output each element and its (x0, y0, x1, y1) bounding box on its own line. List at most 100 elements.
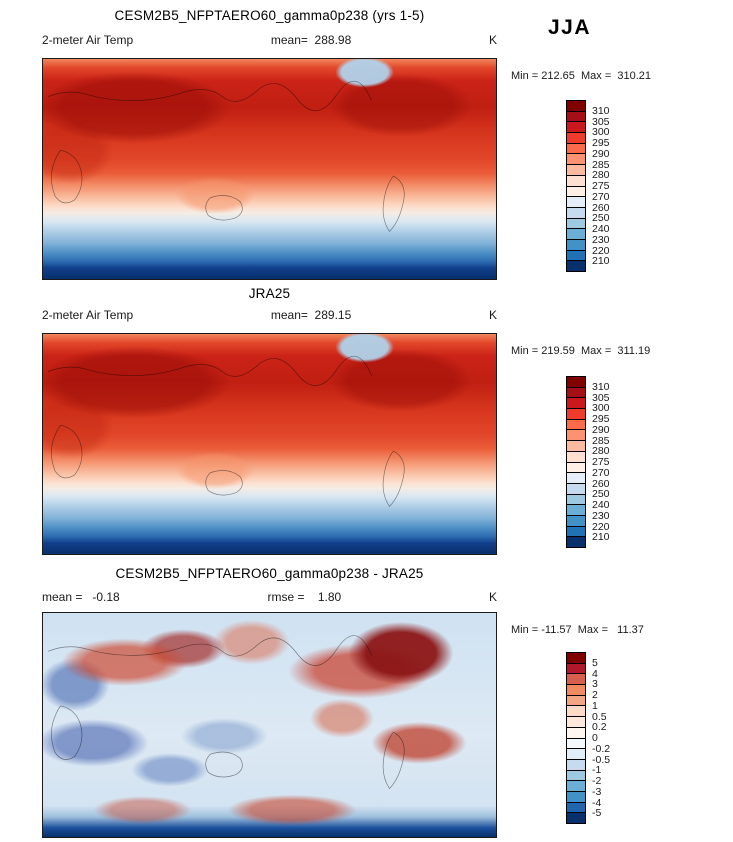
season-label: JJA (548, 16, 592, 39)
colorbar-segment (567, 142, 585, 154)
colorbar-segment (567, 408, 585, 419)
colorbar-segment (567, 482, 585, 494)
colorbar-segment (567, 812, 585, 823)
colorbar-segments (566, 652, 586, 824)
mean-value: mean= 288.98 (270, 33, 352, 47)
colorbar-segment (567, 653, 585, 663)
panel-title-reference: JRA25 (248, 286, 291, 301)
colorbar-segment (567, 726, 585, 738)
colorbar-segment (567, 418, 585, 430)
colorbar-segment (567, 153, 585, 165)
colorbar-tick-label: 310 (592, 104, 610, 117)
colorbar-tick-label: -1 (592, 764, 602, 777)
colorbar-tick-label: 230 (592, 509, 610, 522)
colorbar-segment (567, 440, 585, 451)
colorbar-segment (567, 673, 585, 685)
colorbar-tick-label: 2 (592, 689, 598, 701)
colorbar-segment (567, 694, 585, 706)
colorbar-segment (567, 737, 585, 749)
colorbar-segment (567, 196, 585, 207)
colorbar-tick-label: 275 (592, 456, 610, 468)
colorbar-segment (567, 429, 585, 441)
colorbar-model: 310 305 300 295 290 285 280 275 270 260 250 240 230 2… (566, 100, 636, 272)
colorbar-tick-labels: 310 305 300 295 290 285 280 275 270 260 250 240 230 2… (592, 376, 636, 548)
colorbar-tick-label: 270 (592, 466, 610, 479)
colorbar-tick-label: -0.2 (592, 742, 611, 755)
colorbar-tick-label: 290 (592, 147, 610, 160)
colorbar-tick-label: 290 (592, 423, 610, 436)
map-difference (42, 612, 497, 838)
minmax-difference: Min = -11.57 Max = 11.37 (511, 624, 644, 636)
colorbar-segment (567, 662, 585, 674)
colorbar-tick-label: 210 (592, 531, 610, 544)
colorbar-tick-label: 0.2 (592, 721, 607, 734)
colorbar-segment (567, 536, 585, 547)
colorbar-tick-label: 280 (592, 445, 610, 458)
coastlines-overlay (47, 635, 405, 790)
colorbar-tick-label: 0 (592, 732, 598, 744)
colorbar-tick-label: 295 (592, 413, 610, 425)
colorbar-tick-label: 0.5 (592, 710, 607, 723)
colorbar-reference: 310 305 300 295 290 285 280 275 270 260 250 240 230 2… (566, 376, 636, 548)
colorbar-tick-label: -5 (592, 807, 602, 820)
colorbar-segment (567, 206, 585, 218)
colorbar-segment (567, 493, 585, 505)
colorbar-segments (566, 100, 586, 272)
colorbar-tick-label: 295 (592, 137, 610, 149)
colorbar-tick-label: 240 (592, 223, 610, 235)
colorbar-tick-label: -2 (592, 775, 602, 787)
colorbar-tick-label: 280 (592, 169, 610, 182)
colorbar-segment (567, 174, 585, 186)
colorbar-segment (567, 504, 585, 515)
colorbar-tick-label: 260 (592, 201, 610, 214)
colorbar-tick-label: 230 (592, 233, 610, 246)
colorbar-tick-label: 300 (592, 402, 610, 415)
colorbar-tick-label: 5 (592, 656, 598, 669)
colorbar-tick-label: -0.5 (592, 753, 611, 766)
colorbar-segment (567, 110, 585, 122)
colorbar-tick-label: 3 (592, 678, 598, 691)
coastlines-overlay (47, 355, 405, 507)
colorbar-segment (567, 377, 585, 387)
colorbar-tick-label: 4 (592, 667, 598, 680)
colorbar-segment (567, 238, 585, 250)
colorbar-segment (567, 397, 585, 409)
mean-value: mean = -0.18 (42, 590, 120, 604)
variable-label: 2-meter Air Temp (42, 308, 134, 322)
colorbar-tick-label: 270 (592, 190, 610, 203)
colorbar-segment (567, 185, 585, 197)
colorbar-segment (567, 260, 585, 271)
colorbar-segment (567, 164, 585, 175)
subtitle-row-difference: mean = -0.18 rmse = 1.80 K (42, 590, 497, 604)
colorbar-segments (566, 376, 586, 548)
minmax-reference: Min = 219.59 Max = 311.19 (511, 345, 651, 357)
colorbar-tick-label: 275 (592, 180, 610, 192)
colorbar-tick-label: 305 (592, 115, 610, 128)
map-reference (42, 333, 497, 555)
colorbar-segment (567, 790, 585, 802)
colorbar-tick-label: 1 (592, 699, 598, 712)
colorbar-segment (567, 450, 585, 462)
colorbar-segment (567, 514, 585, 526)
colorbar-segment (567, 386, 585, 398)
panel-title-difference: CESM2B5_NFPTAERO60_gamma0p238 - JRA25 (115, 566, 424, 581)
colorbar-segment (567, 769, 585, 781)
colorbar-tick-labels: 5 4 3 2 1 0.5 0.2 0 -0.2 -0.5 -1 -2 -3 -4 -5 (592, 652, 636, 824)
subtitle-row-model: 2-meter Air Temp mean= 288.98 K (42, 33, 497, 47)
colorbar-segment (567, 121, 585, 133)
rmse-value: rmse = 1.80 (267, 590, 342, 604)
colorbar-segment (567, 801, 585, 813)
colorbar-segment (567, 716, 585, 727)
units-label: K (488, 308, 497, 322)
colorbar-tick-label: 305 (592, 391, 610, 404)
mean-value: mean= 289.15 (270, 308, 352, 322)
colorbar-tick-label: -3 (592, 785, 602, 798)
colorbar-segment (567, 758, 585, 770)
colorbar-tick-label: 240 (592, 499, 610, 511)
colorbar-tick-label: 220 (592, 244, 610, 257)
colorbar-tick-label: 310 (592, 380, 610, 393)
colorbar-segment (567, 217, 585, 229)
colorbar-segment (567, 780, 585, 791)
colorbar-segment (567, 132, 585, 143)
